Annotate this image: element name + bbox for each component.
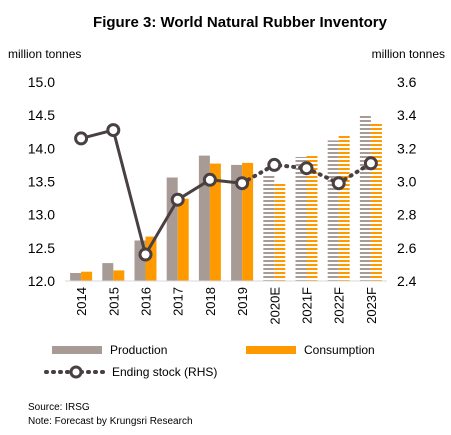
legend: Production Consumption Ending stock (RHS… (44, 343, 375, 379)
x-tick-label: 2022F (332, 287, 347, 324)
consumption-bar (177, 198, 189, 281)
x-tick-label: 2018 (203, 287, 218, 316)
forecast-note: Note: Forecast by Krungsri Research (28, 416, 193, 427)
production-bar (134, 240, 146, 281)
ending-stock-point (363, 156, 378, 171)
consumption-bar (370, 122, 382, 281)
production-bar (359, 114, 371, 281)
left-tick-label: 12.5 (28, 240, 55, 256)
right-axis-ticks: 2.4 2.6 2.8 3.0 3.2 3.4 3.6 (397, 74, 417, 289)
ending-stock-line (74, 123, 378, 262)
production-bar (295, 157, 307, 281)
legend-ending-stock-swatch (44, 365, 108, 379)
legend-consumption-label: Consumption (304, 343, 375, 357)
ending-stock-point (170, 192, 185, 207)
ending-stock-point (106, 123, 121, 138)
x-tick-label: 2019 (235, 287, 250, 316)
production-bar (166, 177, 178, 281)
legend-ending-stock-label: Ending stock (RHS) (112, 365, 217, 379)
legend-production-label: Production (110, 343, 167, 357)
right-axis-unit: million tonnes (372, 47, 445, 61)
x-tick-label: 2023F (364, 287, 379, 324)
bars (70, 114, 382, 281)
right-tick-label: 2.4 (397, 273, 417, 289)
left-tick-label: 13.5 (28, 174, 55, 190)
x-tick-label: 2015 (106, 287, 121, 316)
ending-stock-point (331, 176, 346, 191)
consumption-bar (306, 155, 318, 281)
left-tick-label: 13.0 (28, 207, 55, 223)
consumption-bar (274, 182, 286, 281)
production-bar (198, 155, 210, 281)
left-tick-label: 14.0 (28, 140, 55, 156)
left-tick-label: 14.5 (28, 107, 55, 123)
left-tick-label: 12.0 (28, 273, 55, 289)
consumption-bar (209, 163, 221, 281)
consumption-bar (81, 271, 93, 281)
production-bar (70, 273, 82, 281)
ending-stock-point (235, 176, 250, 191)
legend-consumption-swatch (246, 346, 296, 354)
right-tick-label: 3.0 (397, 174, 417, 190)
right-tick-label: 3.2 (397, 140, 417, 156)
x-axis-ticks: 2014 2015 2016 2017 2018 2019 2020E 2021F 2022F 2… (74, 287, 379, 325)
consumption-bar (113, 270, 125, 281)
chart-title: Figure 3: World Natural Rubber Inventory (93, 14, 388, 31)
x-tick-label: 2020E (267, 287, 282, 325)
production-bar (231, 164, 243, 281)
left-axis-unit: million tonnes (8, 47, 81, 61)
right-tick-label: 3.6 (397, 74, 417, 90)
ending-stock-point (74, 131, 89, 146)
production-bar (102, 263, 114, 281)
consumption-bar (338, 135, 350, 281)
ending-stock-point (138, 247, 153, 262)
ending-stock-point (267, 157, 282, 172)
production-bar (263, 174, 275, 281)
consumption-bar (242, 162, 254, 281)
right-tick-label: 3.4 (397, 107, 417, 123)
source-note: Source: IRSG (28, 402, 90, 413)
x-tick-label: 2016 (139, 287, 154, 316)
x-tick-label: 2014 (74, 287, 89, 316)
production-bar (327, 140, 339, 281)
legend-production-swatch (52, 346, 102, 354)
right-tick-label: 2.8 (397, 207, 417, 223)
x-tick-label: 2021F (300, 287, 315, 324)
left-tick-label: 15.0 (28, 74, 55, 90)
ending-stock-point (202, 172, 217, 187)
left-axis-ticks: 12.0 12.5 13.0 13.5 14.0 14.5 15.0 (28, 74, 55, 289)
ending-stock-point (299, 161, 314, 176)
right-tick-label: 2.6 (397, 240, 417, 256)
x-tick-label: 2017 (171, 287, 186, 316)
